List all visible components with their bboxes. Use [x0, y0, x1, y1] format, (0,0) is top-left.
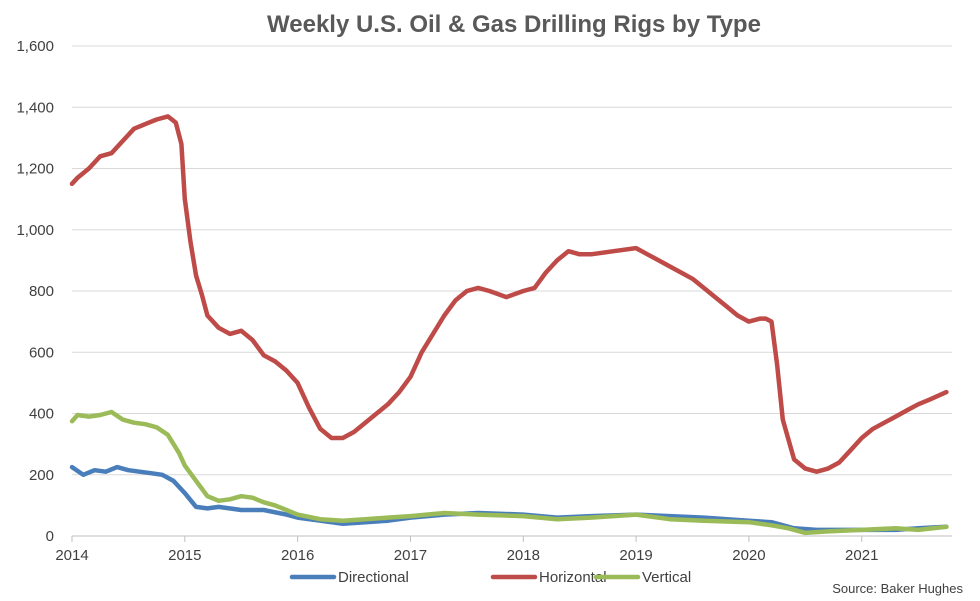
y-tick-label: 800: [29, 283, 54, 300]
series-lines: [69, 114, 949, 536]
x-axis: 2014 2015 2016 2017 2018 2019 2020 2021: [55, 535, 952, 564]
x-tick-label: 2017: [394, 547, 427, 564]
y-axis-ticks: 0 200 400 600 800 1,000 1,200 1,400 1,600: [16, 38, 54, 545]
x-tick-label: 2014: [55, 547, 88, 564]
y-tick-label: 1,400: [16, 99, 54, 116]
chart-title: Weekly U.S. Oil & Gas Drilling Rigs by T…: [267, 11, 761, 38]
y-tick-label: 1,200: [16, 161, 54, 178]
gridlines: [72, 45, 952, 476]
legend-label-vertical: Vertical: [642, 569, 691, 586]
source-note: Source: Baker Hughes: [832, 581, 963, 596]
series-line-directional: [69, 464, 949, 533]
x-tick-label: 2020: [732, 547, 765, 564]
legend-label-directional: Directional: [338, 569, 409, 586]
series-line-horizontal: [69, 114, 949, 474]
y-tick-label: 600: [29, 344, 54, 361]
y-tick-label: 1,000: [16, 222, 54, 239]
legend: Directional Horizontal Vertical: [289, 569, 691, 586]
x-tick-label: 2015: [168, 547, 201, 564]
x-tick-label: 2021: [845, 547, 878, 564]
series-line-vertical: [69, 409, 949, 536]
y-tick-label: 200: [29, 467, 54, 484]
y-tick-label: 400: [29, 406, 54, 423]
x-tick-label: 2016: [281, 547, 314, 564]
x-tick-label: 2019: [619, 547, 652, 564]
x-tick-label: 2018: [507, 547, 540, 564]
y-tick-label: 1,600: [16, 38, 54, 55]
legend-label-horizontal: Horizontal: [539, 569, 607, 586]
y-tick-label: 0: [46, 528, 54, 545]
